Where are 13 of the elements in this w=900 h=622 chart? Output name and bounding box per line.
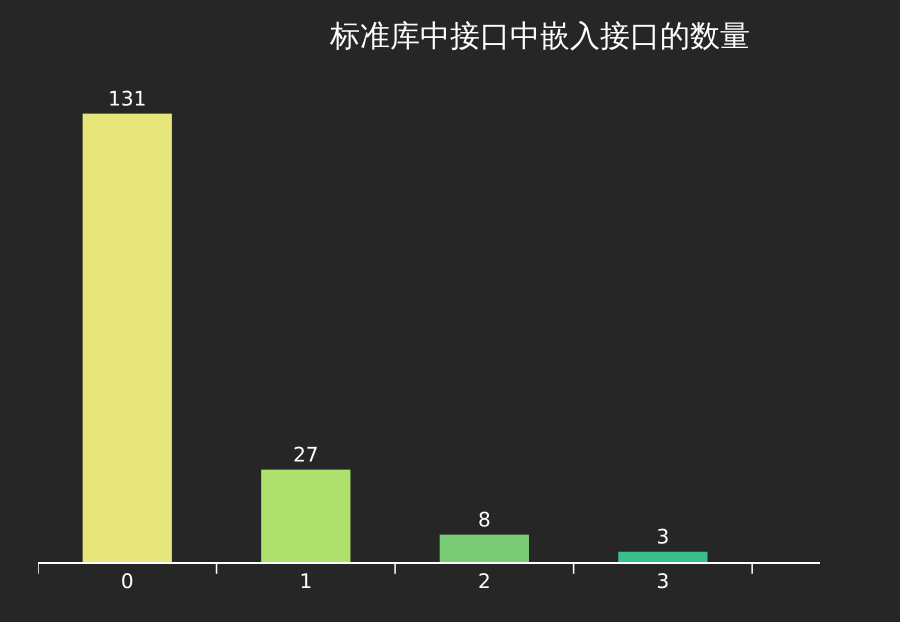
x-tick-label: 2 bbox=[478, 568, 491, 593]
bar bbox=[82, 114, 172, 562]
x-tick-label: 0 bbox=[120, 568, 134, 593]
bar bbox=[618, 552, 708, 562]
data-label: 131 bbox=[108, 86, 146, 111]
x-tick-label: 3 bbox=[656, 568, 670, 593]
bar bbox=[440, 534, 529, 562]
data-label: 27 bbox=[293, 442, 319, 467]
data-label: 3 bbox=[656, 524, 670, 549]
data-label: 8 bbox=[478, 508, 491, 532]
chart-title: 标准库中接口中嵌入接口的数量 bbox=[329, 18, 750, 54]
x-tick-label: 1 bbox=[299, 568, 312, 593]
bar bbox=[261, 470, 350, 562]
